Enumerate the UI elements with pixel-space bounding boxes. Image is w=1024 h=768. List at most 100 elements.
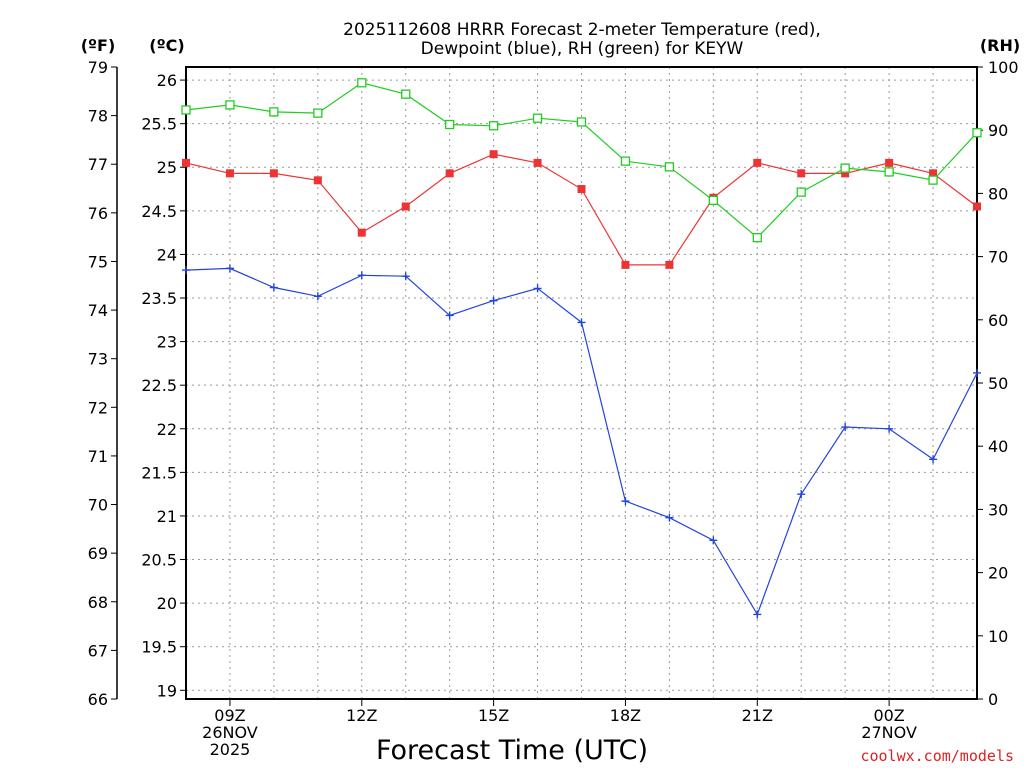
rh-point: [181, 105, 191, 115]
dewpoint-point: [929, 455, 938, 464]
fahrenheit-tick-label: 77: [88, 155, 108, 174]
rh-tick-label: 20: [988, 564, 1008, 583]
rh-point: [225, 100, 235, 110]
temperature-point: [357, 228, 366, 237]
celsius-tick-label: 24: [157, 245, 177, 264]
fahrenheit-tick-label: 76: [88, 204, 108, 223]
rh-point: [313, 108, 323, 118]
fahrenheit-tick-label: 74: [88, 301, 108, 320]
x-tick-label: 21Z: [742, 706, 773, 725]
celsius-tick-label: 19.5: [141, 638, 177, 657]
x-axis-label: Forecast Time (UTC): [376, 735, 648, 766]
celsius-tick-label: 22.5: [141, 376, 177, 395]
rh-tick-label: 90: [988, 121, 1008, 140]
celsius-tick-label: 25: [157, 158, 177, 177]
dewpoint-point: [445, 311, 454, 320]
x-tick-label: 27NOV: [861, 723, 917, 742]
rh-point: [488, 121, 499, 131]
dewpoint-point: [753, 610, 762, 619]
rh-point: [664, 162, 675, 172]
rh-point: [401, 89, 411, 99]
x-tick-label: 12Z: [346, 706, 377, 725]
temperature-point: [665, 260, 674, 269]
temperature-point: [885, 158, 894, 167]
plot-frame: [185, 66, 978, 700]
temperature-point: [489, 150, 498, 159]
celsius-tick-label: 23.5: [141, 289, 177, 308]
rh-tick-label: 30: [988, 500, 1008, 519]
fahrenheit-tick-label: 68: [88, 593, 108, 612]
rh-point: [269, 107, 279, 117]
temperature-point: [225, 169, 234, 178]
fahrenheit-tick-label: 66: [88, 690, 108, 709]
rh-tick-label: 10: [988, 627, 1008, 646]
fahrenheit-tick-label: 72: [88, 398, 108, 417]
rh-point: [620, 156, 631, 166]
rh-point: [840, 163, 850, 173]
fahrenheit-tick-label: 75: [88, 252, 108, 271]
rh-point: [796, 187, 806, 197]
dewpoint-point: [973, 368, 981, 377]
rh-point: [972, 128, 982, 138]
fahrenheit-tick-label: 67: [88, 641, 108, 660]
celsius-unit-label: (ºC): [149, 36, 184, 55]
chart-title-line1: 2025112608 HRRR Forecast 2-meter Tempera…: [343, 20, 821, 40]
temperature-point: [929, 169, 938, 178]
celsius-tick-label: 22: [157, 420, 177, 439]
celsius-tick-label: 23: [157, 333, 177, 352]
fahrenheit-tick-label: 71: [88, 447, 108, 466]
rh-point: [884, 167, 894, 177]
dewpoint-point: [269, 283, 278, 292]
temperature-point: [445, 169, 454, 178]
rh-point: [357, 78, 367, 88]
celsius-tick-label: 21: [157, 507, 177, 526]
temperature-point: [621, 260, 630, 269]
celsius-tick-label: 20: [157, 594, 177, 613]
x-tick-label: 18Z: [610, 706, 641, 725]
rh-tick-label: 60: [988, 311, 1008, 330]
x-tick-label: 2025: [210, 740, 251, 759]
dewpoint-point: [665, 513, 674, 522]
dewpoint-point: [489, 296, 498, 305]
celsius-tick-label: 21.5: [141, 463, 177, 482]
fahrenheit-tick-label: 70: [88, 496, 108, 515]
rh-unit-label: (RH): [980, 36, 1020, 55]
dewpoint-point: [841, 423, 850, 432]
rh-point: [532, 113, 543, 123]
fahrenheit-tick-label: 78: [88, 107, 108, 126]
dewpoint-point: [357, 271, 366, 280]
dewpoint-point: [225, 264, 234, 273]
celsius-tick-label: 24.5: [141, 202, 177, 221]
temperature-point: [973, 202, 981, 211]
rh-tick-label: 100: [988, 58, 1019, 77]
dewpoint-point: [885, 424, 894, 433]
dewpoint-point: [709, 536, 718, 545]
dewpoint-point: [577, 318, 586, 327]
rh-tick-label: 80: [988, 184, 1008, 203]
celsius-tick-label: 20.5: [141, 551, 177, 570]
fahrenheit-tick-label: 73: [88, 350, 108, 369]
dewpoint-point: [313, 292, 322, 301]
dewpoint-point: [621, 497, 630, 506]
rh-point: [928, 175, 938, 185]
axes: 19 19.5 20 20.5 21 21.5 22 22.5 23 23.5 24 24.5 25 25…: [88, 58, 1019, 759]
temperature-point: [797, 169, 806, 178]
temperature-point: [577, 185, 586, 194]
credit-text: coolwx.com/models: [860, 747, 1014, 765]
rh-point: [752, 232, 762, 243]
chart-title-line2: Dewpoint (blue), RH (green) for KEYW: [421, 39, 744, 59]
dewpoint-point: [797, 490, 806, 499]
temperature-point: [401, 202, 410, 211]
temperature-point: [269, 169, 278, 178]
x-tick-label: 00Z: [873, 706, 904, 725]
dewpoint-point: [533, 284, 542, 293]
x-tick-label: 15Z: [478, 706, 509, 725]
gridlines: [186, 67, 977, 699]
rh-line: [185, 82, 978, 239]
temperature-point: [533, 158, 542, 167]
celsius-tick-label: 26: [157, 71, 177, 90]
rh-tick-label: 0: [988, 690, 998, 709]
rh-point: [445, 119, 455, 130]
dewpoint-point: [182, 266, 190, 275]
rh-point: [576, 117, 587, 127]
